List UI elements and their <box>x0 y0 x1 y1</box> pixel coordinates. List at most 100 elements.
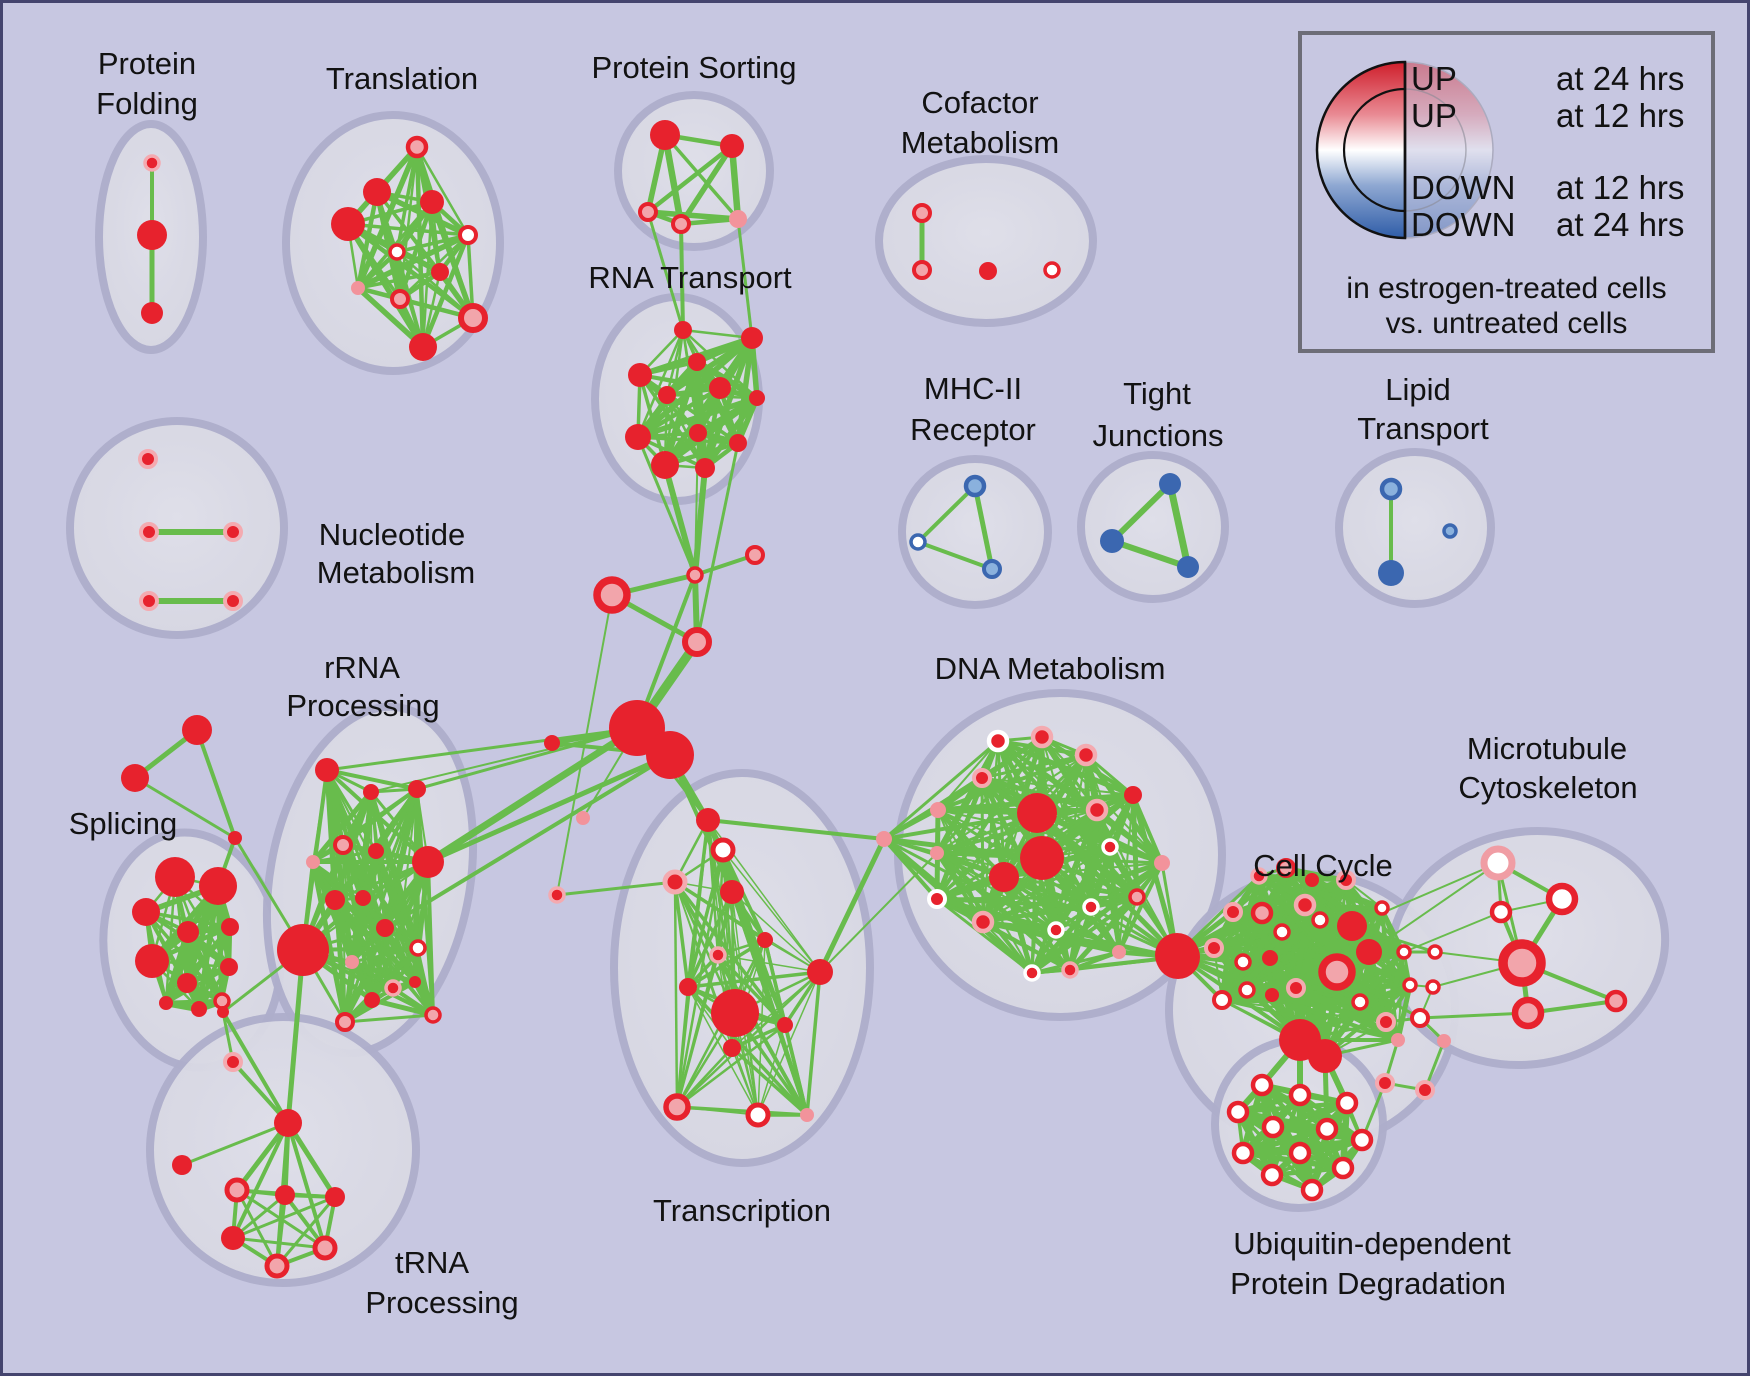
node-ubiquitin-degradation <box>1315 1117 1339 1141</box>
node-protein-folding <box>143 154 161 172</box>
node-microtubule-cytoskeleton <box>1489 900 1513 924</box>
node-protein-sorting <box>638 202 658 222</box>
network-edge <box>165 998 223 1006</box>
network-edge <box>343 927 387 1023</box>
node-rna-transport <box>674 321 692 339</box>
node-transcription <box>807 959 833 985</box>
network-edge <box>415 146 470 236</box>
network-edge <box>384 927 416 983</box>
network-edge <box>162 931 192 1004</box>
network-edge <box>556 880 676 897</box>
node-cell-cycle <box>1273 923 1291 941</box>
node-cell-cycle <box>1238 981 1256 999</box>
node-dna-metabolism <box>1112 945 1126 959</box>
network-edge <box>1109 481 1173 544</box>
network-edge <box>134 776 236 840</box>
cluster-ellipse-cofactor-metabolism <box>875 155 1097 327</box>
node-cell-cycle <box>1308 1039 1342 1073</box>
network-edge <box>935 851 1072 972</box>
node-dna-metabolism <box>1074 743 1098 767</box>
node-cofactor-metabolism <box>912 203 932 223</box>
legend-direction-label: UP <box>1411 60 1457 97</box>
network-edge <box>662 464 698 576</box>
network-edge <box>181 1121 289 1167</box>
network-edge <box>311 787 419 864</box>
network-edge <box>982 905 1092 924</box>
node-trna-processing <box>312 1235 338 1261</box>
network-edge <box>221 1010 290 1125</box>
node-tight-junctions <box>1177 556 1199 578</box>
network-edge <box>678 144 735 226</box>
network-edge <box>666 393 758 400</box>
node-splicing <box>213 992 231 1010</box>
network-edge <box>695 442 740 643</box>
network-edge <box>351 946 419 964</box>
cluster-label-lipid-transport: Lipid <box>1385 372 1451 407</box>
legend-circle-left-inner <box>1342 87 1406 213</box>
node-rrna-processing <box>408 780 426 798</box>
cluster-ellipse-trna-processing <box>146 1013 420 1287</box>
network-edge <box>636 436 697 576</box>
network-edge <box>1166 483 1192 568</box>
network-edge <box>1285 866 1383 910</box>
cluster-ellipse-mhc-ii-receptor <box>898 455 1052 609</box>
network-edge <box>326 768 418 791</box>
cluster-label-cofactor-metabolism: Cofactor <box>921 85 1038 120</box>
network-edge <box>675 954 720 1108</box>
legend-direction-label: DOWN <box>1411 169 1515 206</box>
network-edge <box>1419 1011 1529 1020</box>
network-edge <box>1258 874 1405 954</box>
network-edge <box>805 971 822 1116</box>
node-cell-cycle <box>1356 939 1382 965</box>
network-edge <box>673 880 787 1027</box>
node-transcription <box>720 880 744 904</box>
node-nucleotide-metabolism <box>223 591 243 611</box>
node-rrna-processing <box>335 1012 355 1032</box>
node-dna-metabolism <box>1047 921 1065 939</box>
network-edge <box>1237 1100 1348 1115</box>
node-rrna-processing <box>412 846 444 878</box>
node-dna-metabolism <box>1082 898 1100 916</box>
network-edge <box>311 790 373 864</box>
node-splicing-link <box>182 715 212 745</box>
node-microtubule-cytoskeleton <box>1545 882 1579 916</box>
network-edge <box>736 218 754 339</box>
network-edge <box>196 926 233 1010</box>
cluster-label-trna-processing: Processing <box>365 1285 518 1320</box>
node-splicing <box>199 867 237 905</box>
node-tight-junctions <box>1159 473 1181 495</box>
network-edge <box>687 986 759 1116</box>
network-edge <box>1117 862 1164 953</box>
network-edge <box>356 232 470 291</box>
node-microtubule-cytoskeleton <box>1375 1073 1395 1093</box>
node-ubiquitin-degradation <box>1288 1083 1312 1107</box>
node-cell-cycle <box>1318 953 1356 991</box>
node-rrna-processing <box>363 784 379 800</box>
node-transcription <box>710 837 736 863</box>
node-protein-sorting <box>729 210 747 228</box>
network-edge <box>883 739 999 841</box>
cluster-label-protein-folding: Folding <box>96 86 198 121</box>
node-transcription <box>663 1093 691 1121</box>
cluster-label-protein-folding: Protein <box>98 46 196 81</box>
node-dna-metabolism <box>972 768 992 788</box>
node-rna-transport <box>729 434 747 452</box>
network-edge <box>1221 998 1399 1042</box>
node-trna-processing <box>274 1109 302 1137</box>
cluster-label-nucleotide-metabolism: Metabolism <box>317 555 476 590</box>
node-cell-cycle <box>1336 870 1356 890</box>
node-nucleotide-metabolism <box>139 522 159 542</box>
cluster-label-lipid-transport: Transport <box>1357 411 1489 446</box>
network-edge <box>937 753 1087 812</box>
network-edge <box>426 861 435 1016</box>
cluster-label-microtubule-cytoskeleton: Cytoskeleton <box>1458 770 1637 805</box>
nodes-layer <box>121 120 1628 1279</box>
network-edge <box>646 211 685 331</box>
node-dna-metabolism <box>1154 855 1170 871</box>
network-edge <box>637 395 758 440</box>
network-edge <box>972 485 995 570</box>
legend-circle-left-outer <box>1315 60 1407 240</box>
node-cofactor-metabolism <box>912 260 932 280</box>
